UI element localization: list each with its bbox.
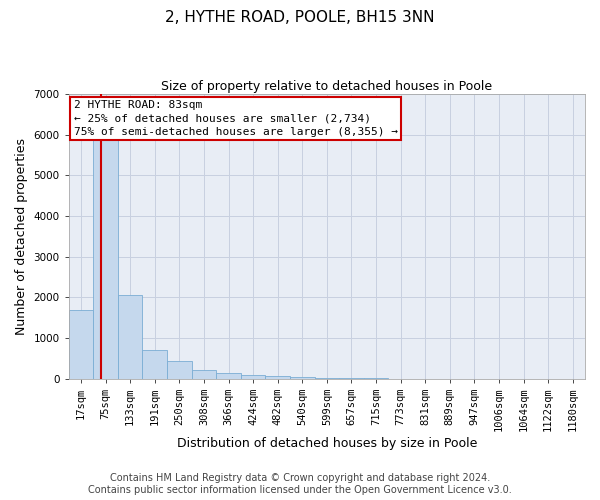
Y-axis label: Number of detached properties: Number of detached properties — [15, 138, 28, 335]
X-axis label: Distribution of detached houses by size in Poole: Distribution of detached houses by size … — [176, 437, 477, 450]
Bar — [93, 114, 118, 378]
Bar — [265, 376, 290, 378]
Bar — [241, 375, 265, 378]
Bar — [191, 370, 216, 378]
Text: Contains HM Land Registry data © Crown copyright and database right 2024.
Contai: Contains HM Land Registry data © Crown c… — [88, 474, 512, 495]
Bar — [69, 310, 93, 378]
Bar — [216, 374, 241, 378]
Text: 2 HYTHE ROAD: 83sqm
← 25% of detached houses are smaller (2,734)
75% of semi-det: 2 HYTHE ROAD: 83sqm ← 25% of detached ho… — [74, 100, 398, 136]
Bar — [167, 361, 191, 378]
Text: 2, HYTHE ROAD, POOLE, BH15 3NN: 2, HYTHE ROAD, POOLE, BH15 3NN — [165, 10, 435, 25]
Bar — [142, 350, 167, 378]
Title: Size of property relative to detached houses in Poole: Size of property relative to detached ho… — [161, 80, 493, 93]
Bar — [118, 296, 142, 378]
